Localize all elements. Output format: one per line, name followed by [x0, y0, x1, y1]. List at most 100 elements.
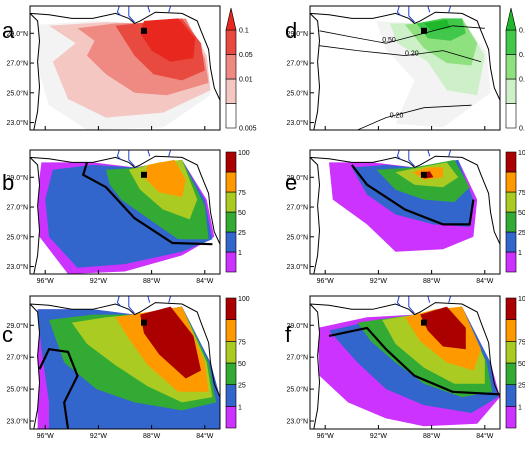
lat-label: 27.0°N [287, 204, 308, 212]
lon-label: 96°W [37, 432, 55, 440]
lat-label: 23.0°N [7, 418, 28, 426]
colorbar-swatch [505, 78, 517, 104]
map-panel-a [30, 6, 220, 130]
colorbar-swatch [505, 211, 517, 233]
colorbar-label: 100 [238, 296, 250, 303]
lat-label: 25.0°N [7, 386, 28, 394]
lon-label: 92°W [370, 432, 388, 440]
lon-label: 84°W [196, 277, 214, 285]
colorbar-swatch [505, 29, 517, 55]
contour-label: 0.50 [382, 37, 396, 44]
colorbar-swatch [505, 319, 517, 342]
colorbar-label: 100 [518, 150, 525, 157]
colorbar-swatch [505, 151, 517, 173]
map-frame [309, 149, 501, 275]
panel-letter: d [285, 18, 297, 43]
panel-letter: c [2, 322, 13, 347]
colorbar-swatch [225, 151, 237, 173]
colorbar-label: 50 [518, 210, 525, 217]
source-marker [141, 319, 147, 326]
colorbar-label: 25 [518, 383, 525, 390]
colorbar-label: 50 [518, 361, 525, 368]
colorbar-swatch [505, 231, 517, 253]
lon-label: 88°W [143, 432, 161, 440]
colorbar-label: 75 [238, 190, 246, 197]
colorbar-swatch [225, 78, 237, 104]
lon-label: 96°W [317, 432, 335, 440]
contour-label: 0.20 [405, 51, 419, 58]
colorbar-label: 0.1 [239, 28, 249, 35]
lat-label: 29.0°N [7, 30, 28, 38]
colorbar-label: 100 [238, 150, 250, 157]
lon-label: 96°W [37, 277, 55, 285]
panels-layer: a29.0°N27.0°N25.0°N23.0°N0.10.050.010.00… [2, 5, 525, 440]
colorbar-label: 50 [238, 210, 246, 217]
source-marker [141, 27, 147, 34]
colorbar-swatch [505, 103, 517, 129]
colorbar-swatch [505, 251, 517, 273]
lon-label: 84°W [476, 432, 494, 440]
colorbar-label: 1 [238, 250, 242, 257]
colorbar-swatch [225, 341, 237, 364]
lat-label: 27.0°N [287, 354, 308, 362]
colorbar-swatch [225, 103, 237, 129]
colorbar-swatch [225, 406, 237, 429]
colorbar-swatch [505, 297, 517, 320]
lat-label: 29.0°N [287, 322, 308, 330]
colorbar-label: 0.05 [519, 52, 525, 59]
source-marker [421, 319, 427, 326]
colorbar-swatch [505, 406, 517, 429]
map-panel-d: 0.50 0.20 0.20 [310, 6, 500, 130]
colorbar-label: 75 [518, 190, 525, 197]
colorbar-label: 75 [518, 339, 525, 346]
colorbar-label: 0.005 [239, 126, 257, 133]
colorbar-swatch [505, 171, 517, 193]
colorbar-label: 0.01 [519, 77, 525, 84]
lon-label: 92°W [90, 432, 108, 440]
map-panel-b [30, 150, 220, 274]
map-frame [29, 149, 221, 275]
colorbar-swatch [225, 191, 237, 213]
lon-label: 84°W [476, 277, 494, 285]
colorbar-label: 100 [518, 296, 525, 303]
colorbar-label: 0.5 [519, 28, 525, 35]
lat-label: 29.0°N [287, 30, 308, 38]
colorbar-swatch [225, 54, 237, 80]
colorbar-swatch [225, 251, 237, 273]
colorbar-swatch [225, 384, 237, 407]
colorbar-swatch [505, 54, 517, 80]
colorbar-triangle [505, 7, 517, 31]
lat-label: 23.0°N [287, 263, 308, 271]
map-panel-e [310, 150, 500, 274]
lat-label: 23.0°N [7, 263, 28, 271]
lon-label: 88°W [423, 277, 441, 285]
lat-label: 27.0°N [7, 354, 28, 362]
colorbar-label: 0.05 [239, 52, 253, 59]
lat-label: 25.0°N [7, 233, 28, 241]
colorbar-label: 25 [238, 230, 246, 237]
colorbar-swatch [225, 29, 237, 55]
contour-label: 0.20 [390, 113, 404, 120]
map-frame [29, 295, 221, 430]
lat-label: 29.0°N [7, 174, 28, 182]
map-panel-c [30, 296, 220, 429]
panel-letter: a [2, 18, 15, 43]
colorbar-swatch [505, 384, 517, 407]
panel-letter: b [2, 170, 14, 195]
map-panel-f [310, 296, 500, 429]
colorbar-swatch [225, 297, 237, 320]
colorbar-label: 1 [518, 404, 522, 411]
colorbar-label: 1 [518, 250, 522, 257]
colorbar-label: 25 [238, 383, 246, 390]
panel-letter: e [285, 170, 297, 195]
lat-label: 27.0°N [7, 60, 28, 68]
lon-label: 88°W [423, 432, 441, 440]
colorbar-label: 50 [238, 361, 246, 368]
lat-label: 27.0°N [7, 204, 28, 212]
lat-label: 25.0°N [287, 233, 308, 241]
map-frame [309, 5, 501, 131]
lat-label: 29.0°N [7, 322, 28, 330]
source-marker [421, 27, 427, 34]
colorbar-swatch [505, 362, 517, 385]
